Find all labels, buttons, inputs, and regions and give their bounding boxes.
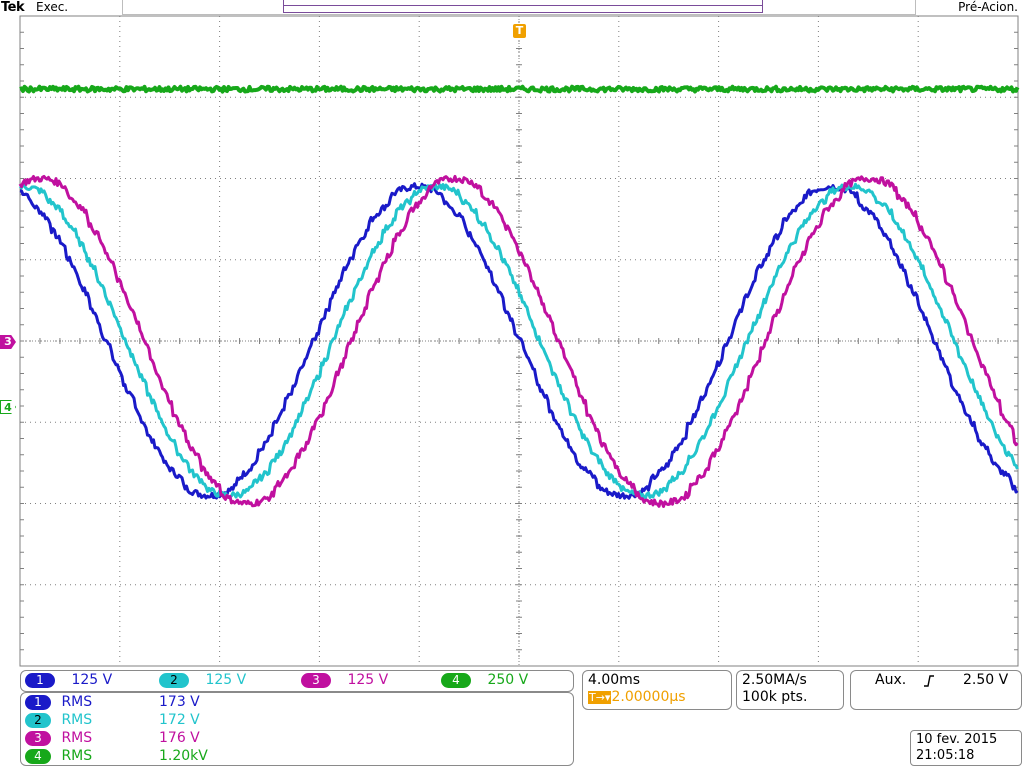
ch2-measurement[interactable]: 2 RMS: [25, 712, 92, 728]
time-per-division: 4.00ms: [588, 672, 641, 688]
ch3-measurement[interactable]: 3 RMS: [25, 730, 92, 746]
ch3-trace: [18, 174, 1019, 508]
ch4-badge: 4: [441, 673, 471, 688]
ch3-scale[interactable]: 3 125 V: [301, 672, 388, 688]
ch2-meas-label: RMS: [61, 712, 93, 728]
waveform-traces: [18, 84, 1020, 508]
date-label: 10 fev. 2015: [916, 732, 998, 747]
trigger-delay-value: 2.00000µs: [611, 689, 686, 705]
horizontal-panel[interactable]: 4.00ms T→▾2.00000µs: [582, 670, 732, 710]
time-label: 21:05:18: [916, 748, 975, 763]
trigger-delay: T→▾2.00000µs: [588, 689, 686, 705]
trigger-level: 2.50 V: [963, 672, 1009, 688]
ch2-scale-value: 125 V: [205, 672, 247, 688]
status-bar: Tek Exec. Pré-Acion.: [0, 0, 1024, 16]
ch1-meas-label: RMS: [61, 694, 93, 710]
trigger-source: Aux.: [875, 672, 907, 688]
ch1-scale-value: 125 V: [71, 672, 113, 688]
trigger-delay-icon: T→▾: [588, 691, 612, 704]
datetime-panel: 10 fev. 2015 21:05:18: [910, 730, 1022, 766]
ch3-meas-value: 176 V: [159, 730, 200, 746]
ch3-scale-value: 125 V: [347, 672, 389, 688]
ch2-meas-badge: 2: [25, 713, 51, 728]
ch1-scale[interactable]: 1 125 V: [25, 672, 112, 688]
ch4-ground-marker[interactable]: 4: [0, 400, 16, 414]
acquisition-state-label: Pré-Acion.: [958, 0, 1018, 14]
ch3-meas-label: RMS: [61, 730, 93, 746]
ch4-measurement[interactable]: 4 RMS: [25, 748, 92, 764]
ch4-meas-label: RMS: [61, 748, 93, 764]
trigger-panel[interactable]: Aux. 2.50 V: [850, 670, 1022, 710]
ch2-trace: [18, 182, 1019, 500]
ch1-badge: 1: [25, 673, 55, 688]
trigger-marker-label: T: [515, 24, 524, 37]
ch2-badge: 2: [159, 673, 189, 688]
run-state-label: Exec.: [36, 0, 69, 14]
channel-scale-panel: 1 125 V 2 125 V 3 125 V 4 250 V: [20, 670, 574, 692]
ch1-measurement[interactable]: 1 RMS: [25, 694, 92, 710]
trigger-position-marker[interactable]: T: [513, 24, 526, 38]
ch1-meas-value: 173 V: [159, 694, 200, 710]
ch4-meas-value: 1.20kV: [159, 748, 208, 764]
ch3-ground-label: 3: [4, 335, 12, 348]
ch2-meas-value: 172 V: [159, 712, 200, 728]
ch4-scale[interactable]: 4 250 V: [441, 672, 528, 688]
record-length-bar: [122, 0, 916, 15]
measurements-panel: 1 RMS 173 V 2 RMS 172 V 3 RMS 176 V 4 RM…: [20, 692, 574, 766]
ch3-meas-badge: 3: [25, 731, 51, 746]
ch4-trace: [19, 84, 1020, 94]
brand-logo: Tek: [1, 0, 25, 15]
graticule: [19, 15, 1019, 667]
ch4-scale-value: 250 V: [487, 672, 529, 688]
ch4-meas-badge: 4: [25, 749, 51, 764]
acquisition-panel[interactable]: 2.50MA/s 100k pts.: [736, 670, 844, 710]
record-length: 100k pts.: [742, 689, 808, 705]
ch4-ground-label: 4: [4, 401, 12, 414]
ch3-badge: 3: [301, 673, 331, 688]
sample-rate: 2.50MA/s: [742, 672, 807, 688]
rising-edge-icon: [924, 675, 934, 687]
ch1-meas-badge: 1: [25, 695, 51, 710]
ch3-ground-marker[interactable]: 3: [0, 335, 16, 349]
ch2-scale[interactable]: 2 125 V: [159, 672, 246, 688]
record-view-window[interactable]: [283, 0, 763, 13]
ch1-trace: [19, 182, 1019, 500]
